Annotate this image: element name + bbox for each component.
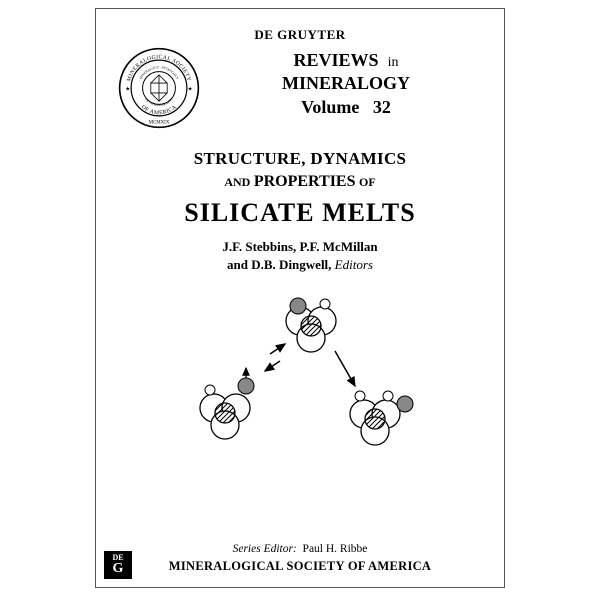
series-volume-number: 32 [373, 97, 391, 117]
publisher-badge: DE G [104, 551, 132, 579]
seal-year: MCMXIX [149, 120, 170, 125]
title-line3: SILICATE MELTS [118, 195, 482, 230]
book-cover: DE GRUYTER MINERALOGICAL SOCIETY OF AMER… [95, 8, 505, 588]
editors-word: Editors [335, 257, 373, 272]
series-mineralogy: MINERALOGY [210, 72, 482, 95]
series-editor-label: Series Editor: [233, 543, 297, 555]
series-editor-name: Paul H. Ribbe [303, 543, 368, 555]
svg-text:★: ★ [188, 85, 193, 92]
title-of: OF [359, 175, 376, 189]
title-line1: STRUCTURE, DYNAMICS [118, 148, 482, 171]
title-properties: PROPERTIES [254, 173, 356, 190]
cluster-right [350, 391, 413, 445]
series-in: in [388, 55, 399, 70]
svg-text:★: ★ [125, 85, 130, 92]
molecule-diagram [118, 286, 482, 476]
society-name: MINERALOGICAL SOCIETY OF AMERICA [96, 558, 504, 576]
cluster-top [286, 298, 336, 352]
series-reviews: REVIEWS [294, 50, 379, 70]
series-volume-label: Volume [301, 97, 359, 117]
title-and: AND [224, 175, 250, 189]
badge-line2: G [113, 562, 124, 576]
series-block: REVIEWS in MINERALOGY Volume 32 [210, 47, 482, 119]
society-seal: MINERALOGICAL SOCIETY OF AMERICA MINERAL… [118, 47, 200, 134]
publisher-name: DE GRUYTER [118, 27, 482, 43]
title-block: STRUCTURE, DYNAMICS AND PROPERTIES OF SI… [118, 148, 482, 230]
cluster-left [200, 368, 254, 439]
editors-line1: J.F. Stebbins, P.F. McMillan [118, 238, 482, 256]
editors-block: J.F. Stebbins, P.F. McMillan and D.B. Di… [118, 238, 482, 274]
editors-line2a: and D.B. Dingwell, [227, 257, 331, 272]
footer: Series Editor: Paul H. Ribbe MINERALOGIC… [96, 541, 504, 575]
header-row: MINERALOGICAL SOCIETY OF AMERICA MINERAL… [118, 47, 482, 134]
